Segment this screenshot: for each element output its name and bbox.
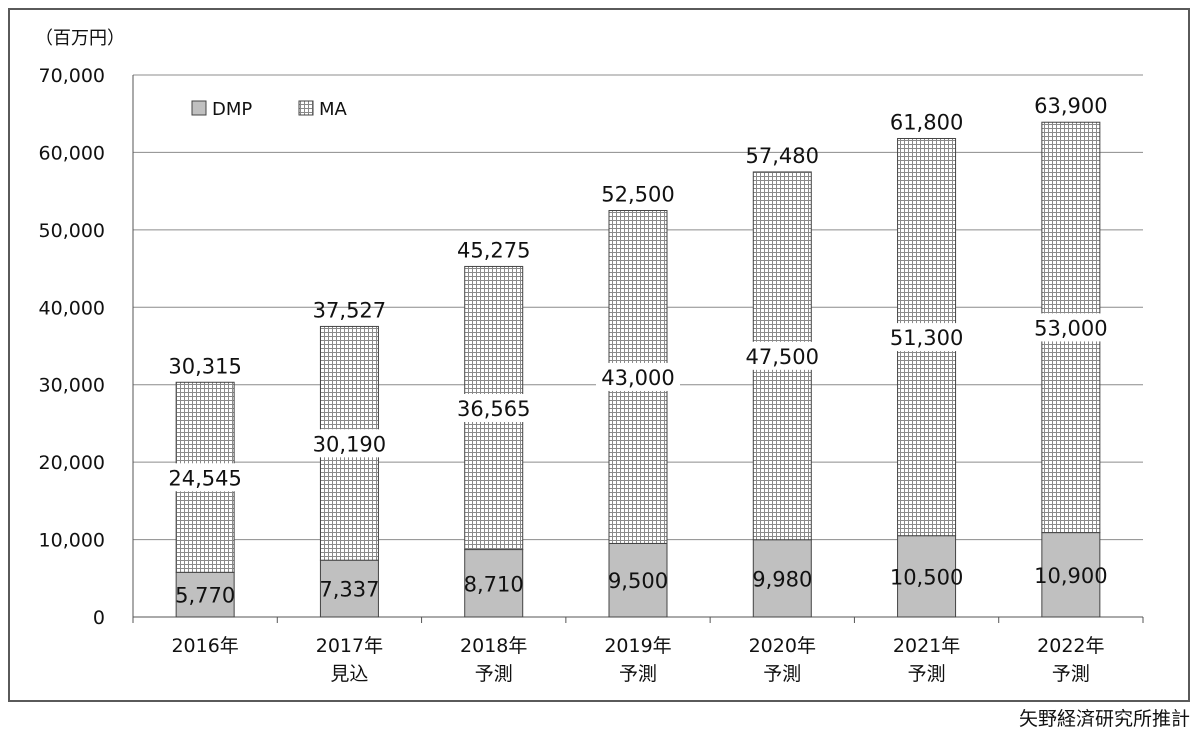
- y-tick-label: 50,000: [39, 220, 105, 242]
- category-label: 予測: [619, 663, 657, 685]
- y-tick-label: 20,000: [39, 452, 105, 474]
- ma-label-bg: [307, 429, 392, 458]
- y-tick-label: 70,000: [39, 65, 105, 87]
- dmp-label: 9,980: [752, 567, 812, 591]
- unit-label: （百万円）: [35, 28, 125, 49]
- category-label: 2022年: [1037, 635, 1104, 657]
- legend-label-ma: MA: [319, 99, 348, 120]
- category-label: 予測: [1052, 663, 1090, 685]
- ma-label-bg: [740, 341, 825, 370]
- total-label: 57,480: [746, 144, 819, 168]
- legend-swatch-dmp: [191, 100, 207, 116]
- y-tick-label: 40,000: [39, 297, 105, 319]
- bar-dmp: [1041, 532, 1101, 618]
- legend-swatch-ma: [298, 100, 314, 116]
- ma-label-bg: [596, 362, 680, 391]
- category-label: 2016年: [171, 635, 238, 657]
- dmp-label: 7,337: [319, 578, 379, 602]
- dmp-label: 8,710: [464, 572, 524, 596]
- dmp-label: 9,500: [608, 569, 668, 593]
- ma-label: 24,545: [168, 466, 241, 490]
- y-tick-label: 60,000: [39, 142, 105, 164]
- category-label: 見込: [330, 663, 368, 685]
- bar-dmp: [319, 559, 379, 618]
- category-label: 予測: [475, 663, 513, 685]
- category-label: 2021年: [893, 635, 960, 657]
- category-label: 2020年: [749, 635, 816, 657]
- total-label: 30,315: [168, 354, 241, 378]
- total-label: 52,500: [601, 183, 674, 207]
- bar-dmp: [175, 571, 235, 618]
- dmp-label: 5,770: [175, 584, 235, 608]
- ma-label-bg: [451, 394, 536, 423]
- ma-label-bg: [163, 463, 248, 492]
- dmp-label: 10,900: [1034, 564, 1107, 588]
- total-label: 61,800: [890, 110, 963, 134]
- category-label: 2019年: [604, 635, 671, 657]
- ma-label-bg: [1028, 313, 1113, 342]
- ma-label: 47,500: [746, 345, 819, 369]
- ma-label: 36,565: [457, 397, 530, 421]
- category-label: 予測: [763, 663, 801, 685]
- source-note: 矢野経済研究所推計: [1018, 708, 1190, 730]
- ma-label-bg: [884, 323, 969, 352]
- ma-label: 53,000: [1034, 316, 1107, 340]
- y-tick-label: 30,000: [39, 375, 105, 397]
- category-label: 予測: [908, 663, 946, 685]
- bar-dmp: [464, 549, 524, 618]
- dmp-label: 10,500: [890, 565, 963, 589]
- ma-label: 30,190: [313, 432, 386, 456]
- category-label: 2017年: [316, 635, 383, 657]
- legend-label-dmp: DMP: [212, 99, 252, 120]
- ma-label: 51,300: [890, 326, 963, 350]
- bar-dmp: [752, 539, 812, 618]
- total-label: 37,527: [313, 298, 386, 322]
- y-tick-label: 0: [93, 607, 105, 629]
- ma-label: 43,000: [601, 366, 674, 390]
- total-label: 45,275: [457, 238, 530, 262]
- y-tick-label: 10,000: [39, 530, 105, 552]
- total-label: 63,900: [1034, 94, 1107, 118]
- category-label: 2018年: [460, 635, 527, 657]
